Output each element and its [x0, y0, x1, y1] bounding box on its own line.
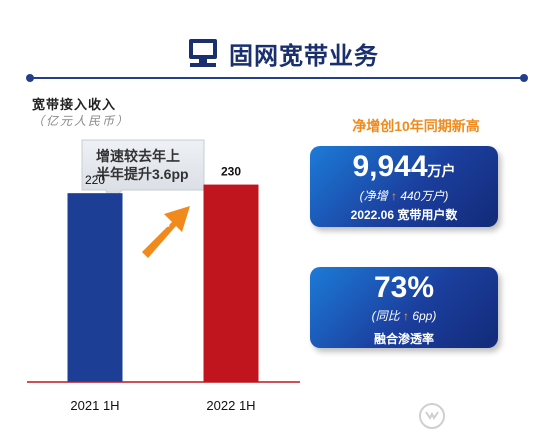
subscribers-delta-value: 440万户) — [400, 189, 449, 203]
bar-value-label-0: 220 — [85, 173, 105, 187]
subscribers-value-row: 9,944万户 — [310, 150, 498, 184]
bar-value-label-1: 230 — [221, 165, 241, 179]
penetration-value: 73% — [373, 271, 435, 304]
watermark-logo-icon — [419, 403, 445, 429]
chart-unit: （亿元人民币） — [32, 114, 131, 128]
subscribers-delta: (净增 ↑ 440万户) — [310, 187, 498, 204]
x-tick-label-1: 2022 1H — [206, 398, 255, 413]
callout-line-2: 半年提升3.6pp — [96, 166, 189, 182]
growth-arrow-icon — [142, 206, 190, 258]
page-title: 固网宽带业务 — [229, 43, 379, 70]
callout-line-1: 增速较去年上 — [96, 148, 180, 164]
penetration-label: 融合渗透率 — [373, 332, 434, 346]
bar-1 — [203, 184, 259, 382]
penetration-delta: (同比 ↑ 6pp) — [310, 307, 498, 324]
subscribers-label: 2022.06 宽带用户数 — [350, 208, 458, 222]
penetration-delta-prefix: (同比 — [371, 309, 400, 323]
title-divider — [26, 74, 528, 82]
up-arrow-icon: ↑ — [402, 309, 409, 323]
subscribers-value: 9,944 — [352, 150, 428, 183]
chart-title: 宽带接入收入 — [32, 97, 117, 112]
penetration-card: 73% (同比 ↑ 6pp) 融合渗透率 — [310, 267, 498, 348]
up-arrow-icon: ↑ — [390, 189, 397, 203]
subscribers-delta-prefix: (净增 — [359, 189, 388, 203]
kpi-headline: 净增创10年同期新高 — [352, 118, 480, 134]
monitor-icon — [189, 39, 217, 67]
subscribers-card: 9,944万户 (净增 ↑ 440万户) 2022.06 宽带用户数 — [310, 146, 498, 227]
x-tick-label-0: 2021 1H — [70, 398, 119, 413]
subscribers-unit: 万户 — [427, 163, 456, 179]
bar-0 — [67, 193, 123, 382]
penetration-delta-value: 6pp) — [412, 309, 437, 323]
callout-text: 增速较去年上 半年提升3.6pp — [96, 147, 216, 183]
